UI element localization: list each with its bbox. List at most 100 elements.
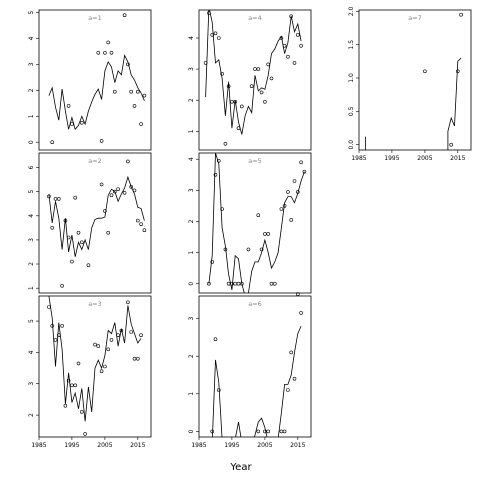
panel-7-label: a=7 [408,14,422,22]
panel-6-point-11 [292,376,297,381]
panel-7-ytick-label-2: 0.5 [348,106,355,116]
panel-3-ytick-label-1: 2 [28,413,35,417]
panel-5-label: a=5 [248,157,262,165]
panel-2-ytick-label-6: 6 [28,165,35,169]
panel-4-ytick-label-3: 3 [188,67,195,71]
panel-5-ytick-label-4: 3 [188,188,195,192]
panel-6-point-8 [282,429,287,434]
panel-7-ytick-label-1: 0.0 [348,140,355,150]
panel-5-ytick-label-1: 0 [188,282,195,286]
panel-2-point-15 [106,230,110,235]
panel-5-point-16 [266,232,271,236]
panel-3-point-23 [132,356,137,361]
panel-3-point-22 [129,330,133,334]
panel-2-point-10 [76,230,81,235]
panel-1-ytick-label-2: 1 [28,114,35,118]
panel-7-xtick-label-4: 2015 [450,155,465,162]
panel-7-point-4 [459,12,463,17]
panel-5-point-15 [263,232,267,236]
panel-2-trend-line [48,175,145,257]
panel-7-ytick-label-4: 1.5 [348,40,355,50]
panel-2-point-23 [136,218,140,223]
panel-5-point-25 [299,160,303,165]
panel-3-xtick-label-3: 2005 [97,442,112,449]
panel-4-point-18 [266,62,271,67]
x-axis-title: Year [229,462,252,473]
panel-2-point-14 [103,209,107,213]
panel-5-point-17 [269,281,274,286]
panel-1-point-8 [106,40,110,45]
panel-5-point-3 [213,173,218,177]
panel-3-point-1 [47,305,51,309]
panel-4-trend-line [205,10,302,135]
panel-2-frame [38,152,152,294]
panel-4: a=4 1 2 3 4 [188,9,312,151]
panel-4-point-8 [226,84,231,88]
panel-1-ytick-label-3: 2 [28,88,35,92]
panel-2-point-6 [63,218,68,223]
panel-3-point-7 [66,378,71,383]
panel-2-point-18 [116,187,120,191]
panel-4-point-7 [223,142,228,146]
panel-6-point-13 [299,311,303,315]
panel-6-point-4 [256,429,261,434]
panel-5-point-9 [233,281,237,286]
panel-3-point-11 [80,410,84,414]
panel-4-point-1 [203,61,208,65]
panel-1-point-6 [99,139,104,143]
panel-4-point-5 [217,36,221,40]
panel-3-xtick-label-1: 1985 [31,442,46,449]
panel-5-ytick-label-5: 4 [188,157,195,161]
panel-5-point-8 [230,281,234,286]
panel-6-trend-line [212,325,302,437]
panel-2-label: a=2 [88,157,102,165]
panel-4-point-10 [233,100,237,104]
panel-4-point-13 [249,84,254,88]
panel-5-point-2 [210,260,214,264]
panel-1-trend-line [48,54,145,131]
panel-6-xtick-label-2: 1995 [224,442,239,449]
panel-5: a=5 0 1 2 3 4 [188,152,312,294]
panel-1-point-11 [122,13,127,17]
panel-3-trend-line [48,296,142,422]
panel-5-point-21 [286,190,290,194]
panel-1-frame [38,9,152,151]
panel-7-point-2 [449,142,454,147]
panel-5-point-24 [295,190,300,194]
panel-6-xtick-label-1: 1985 [191,442,206,449]
panel-2-point-7 [66,235,71,240]
panel-5-point-1 [207,281,211,286]
panel-2-ytick-label-4: 4 [28,214,35,218]
panel-5-ytick-label-2: 1 [188,251,195,255]
panel-5-trend-line [208,153,305,293]
panel-7-xtick-label-2: 1995 [384,155,399,162]
panel-3-point-16 [103,364,107,369]
panel-3-point-3 [53,338,58,342]
panel-2-ytick-label-5: 5 [28,190,35,194]
panel-3-point-5 [60,323,64,328]
panel-1-ytick-label-5: 4 [28,36,35,40]
panel-2-point-11 [80,240,84,245]
panel-7-ytick-label-3: 1.0 [348,73,355,83]
panel-4-point-22 [286,54,290,59]
panel-5-point-23 [292,179,297,183]
panel-5-point-4 [217,159,221,163]
panel-3-point-8 [70,383,74,388]
panel-2-point-12 [86,263,91,268]
panel-3-label: a=3 [88,300,102,308]
panel-7-frame [358,9,472,151]
panel-2-point-4 [56,197,61,201]
panel-3-point-15 [99,369,104,374]
panel-4-point-3 [210,33,214,37]
panel-5-point-5 [220,207,224,211]
panel-3-xtick-label-2: 1995 [64,442,79,449]
panel-2-point-19 [122,191,127,195]
panel-1-point-4 [80,121,84,125]
panel-3-xtick-label-4: 2015 [130,442,145,449]
panel-4-label: a=4 [248,14,262,22]
panel-6-ytick-label-2: 1 [188,392,195,396]
panel-3-ytick-label-3: 4 [28,350,35,354]
panel-4-point-16 [259,90,264,95]
panel-3-point-10 [76,361,81,366]
